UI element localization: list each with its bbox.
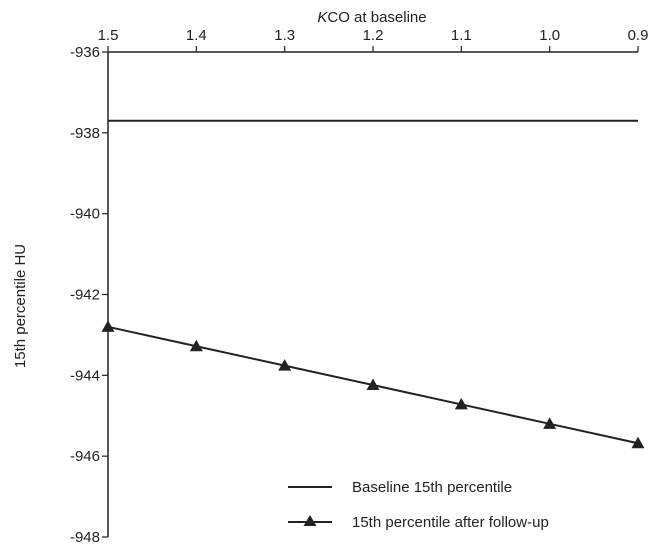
y-tick-label-0: -936 [70, 44, 100, 61]
plot-area: 1.5 1.4 1.3 1.2 1.1 1.0 0.9 -936 -938 -940 -942 -94… [70, 27, 648, 546]
x-tick-label-5: 1.0 [539, 27, 560, 44]
x-tick-label-4: 1.1 [451, 27, 472, 44]
series-1-point-6 [631, 436, 645, 449]
series-1-point-3 [366, 378, 380, 391]
x-tick-label-2: 1.3 [274, 27, 295, 44]
series-1-point-4 [454, 397, 468, 410]
legend-marker-followup [303, 515, 317, 526]
series-1-point-2 [278, 359, 292, 371]
y-tick-label-6: -948 [70, 529, 100, 546]
legend-label-followup: 15th percentile after follow-up [352, 514, 549, 531]
y-axis-title: 15th percentile HU [12, 244, 29, 368]
x-axis-title-rest: CO at baseline [327, 9, 426, 26]
legend-label-baseline: Baseline 15th percentile [352, 479, 512, 496]
y-tick-label-5: -946 [70, 448, 100, 465]
x-tick-label-3: 1.2 [363, 27, 384, 44]
y-tick-label-1: -938 [70, 125, 100, 142]
x-tick-label-6: 0.9 [628, 27, 649, 44]
y-tick-label-4: -944 [70, 367, 100, 384]
series-1-point-1 [189, 339, 203, 352]
series-1-point-0 [101, 320, 115, 332]
x-axis-title-italic: K [317, 9, 328, 26]
y-tick-label-2: -940 [70, 206, 100, 223]
x-tick-label-1: 1.4 [186, 27, 207, 44]
series-1-point-5 [543, 417, 557, 429]
x-axis-title: KCO at baseline [317, 9, 426, 26]
legend: Baseline 15th percentile 15th percentile… [288, 479, 549, 531]
y-tick-label-3: -942 [70, 287, 100, 304]
x-tick-label-0: 1.5 [98, 27, 119, 44]
